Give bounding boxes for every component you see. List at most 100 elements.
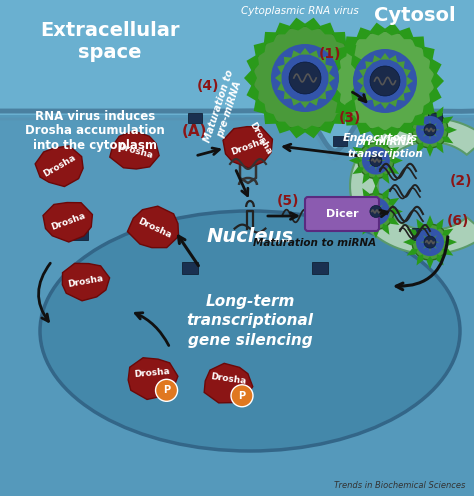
Polygon shape [356, 123, 373, 135]
Polygon shape [442, 117, 454, 124]
Polygon shape [397, 93, 405, 101]
Polygon shape [288, 18, 307, 30]
Polygon shape [427, 103, 433, 116]
Text: RNA virus induces
Drosha accumulation
into the cytoplasm: RNA virus induces Drosha accumulation in… [25, 110, 165, 152]
Polygon shape [431, 72, 444, 90]
Polygon shape [264, 32, 278, 45]
Polygon shape [417, 219, 424, 230]
Polygon shape [244, 68, 257, 87]
FancyBboxPatch shape [0, 0, 474, 116]
Circle shape [253, 26, 357, 130]
Circle shape [155, 379, 178, 401]
Polygon shape [444, 126, 457, 133]
Polygon shape [373, 55, 381, 63]
Polygon shape [380, 53, 390, 60]
Polygon shape [369, 204, 374, 209]
Polygon shape [423, 132, 428, 137]
Polygon shape [288, 125, 307, 138]
Polygon shape [417, 254, 424, 265]
Polygon shape [427, 144, 433, 157]
Text: Dicer: Dicer [326, 209, 358, 219]
Polygon shape [383, 224, 390, 235]
Text: Drosha: Drosha [247, 120, 273, 156]
Polygon shape [277, 82, 285, 92]
Polygon shape [378, 163, 383, 168]
Ellipse shape [40, 211, 460, 451]
Polygon shape [365, 93, 373, 101]
Polygon shape [403, 239, 416, 246]
Text: Maturation to
pre-miRNA: Maturation to pre-miRNA [202, 68, 246, 147]
Polygon shape [369, 23, 387, 36]
Polygon shape [351, 84, 364, 102]
Text: Drosha: Drosha [117, 142, 154, 160]
Polygon shape [427, 215, 433, 228]
Polygon shape [378, 214, 383, 219]
Polygon shape [128, 358, 178, 399]
Polygon shape [429, 86, 442, 104]
Polygon shape [110, 131, 159, 169]
Polygon shape [284, 57, 292, 65]
Polygon shape [423, 123, 428, 128]
Text: Drosha: Drosha [49, 211, 87, 232]
Text: P: P [163, 385, 170, 395]
Polygon shape [369, 153, 374, 158]
FancyBboxPatch shape [412, 228, 428, 240]
Polygon shape [275, 73, 282, 83]
Polygon shape [429, 120, 431, 126]
Polygon shape [326, 72, 339, 90]
Polygon shape [432, 244, 437, 249]
Polygon shape [390, 157, 403, 164]
Polygon shape [375, 165, 377, 171]
Polygon shape [365, 61, 373, 69]
Circle shape [412, 112, 448, 148]
Polygon shape [223, 126, 273, 168]
Circle shape [370, 155, 382, 167]
Polygon shape [246, 84, 259, 102]
Polygon shape [417, 142, 424, 153]
Text: Drosha: Drosha [66, 273, 104, 289]
Polygon shape [407, 248, 418, 255]
Polygon shape [349, 157, 362, 164]
Polygon shape [363, 224, 370, 235]
Polygon shape [383, 188, 390, 199]
Polygon shape [383, 137, 390, 148]
Polygon shape [325, 64, 333, 74]
Polygon shape [411, 113, 425, 125]
Polygon shape [403, 68, 411, 77]
Polygon shape [403, 85, 411, 94]
FancyBboxPatch shape [72, 228, 88, 240]
Circle shape [416, 228, 444, 256]
Polygon shape [388, 167, 399, 174]
Polygon shape [363, 173, 370, 184]
Polygon shape [417, 107, 424, 118]
Polygon shape [275, 22, 292, 35]
Polygon shape [369, 214, 374, 219]
Polygon shape [429, 134, 431, 140]
Polygon shape [373, 226, 379, 239]
Text: (A): (A) [182, 124, 208, 138]
Polygon shape [318, 22, 335, 35]
Polygon shape [373, 185, 379, 197]
Polygon shape [422, 46, 435, 62]
Polygon shape [427, 256, 433, 269]
Polygon shape [373, 99, 381, 107]
Polygon shape [366, 211, 372, 212]
Text: Drosha: Drosha [134, 367, 170, 379]
Circle shape [362, 146, 390, 175]
Polygon shape [380, 103, 390, 109]
Polygon shape [309, 50, 319, 59]
Polygon shape [437, 219, 444, 230]
Polygon shape [366, 160, 372, 161]
Text: P: P [238, 391, 246, 401]
Polygon shape [375, 215, 377, 222]
Polygon shape [420, 129, 426, 131]
Polygon shape [389, 99, 398, 107]
Polygon shape [318, 57, 326, 65]
Polygon shape [353, 218, 364, 225]
Polygon shape [357, 76, 364, 86]
Polygon shape [35, 146, 83, 186]
Polygon shape [398, 123, 414, 135]
Polygon shape [398, 27, 414, 39]
FancyBboxPatch shape [182, 262, 198, 274]
Polygon shape [432, 123, 437, 128]
